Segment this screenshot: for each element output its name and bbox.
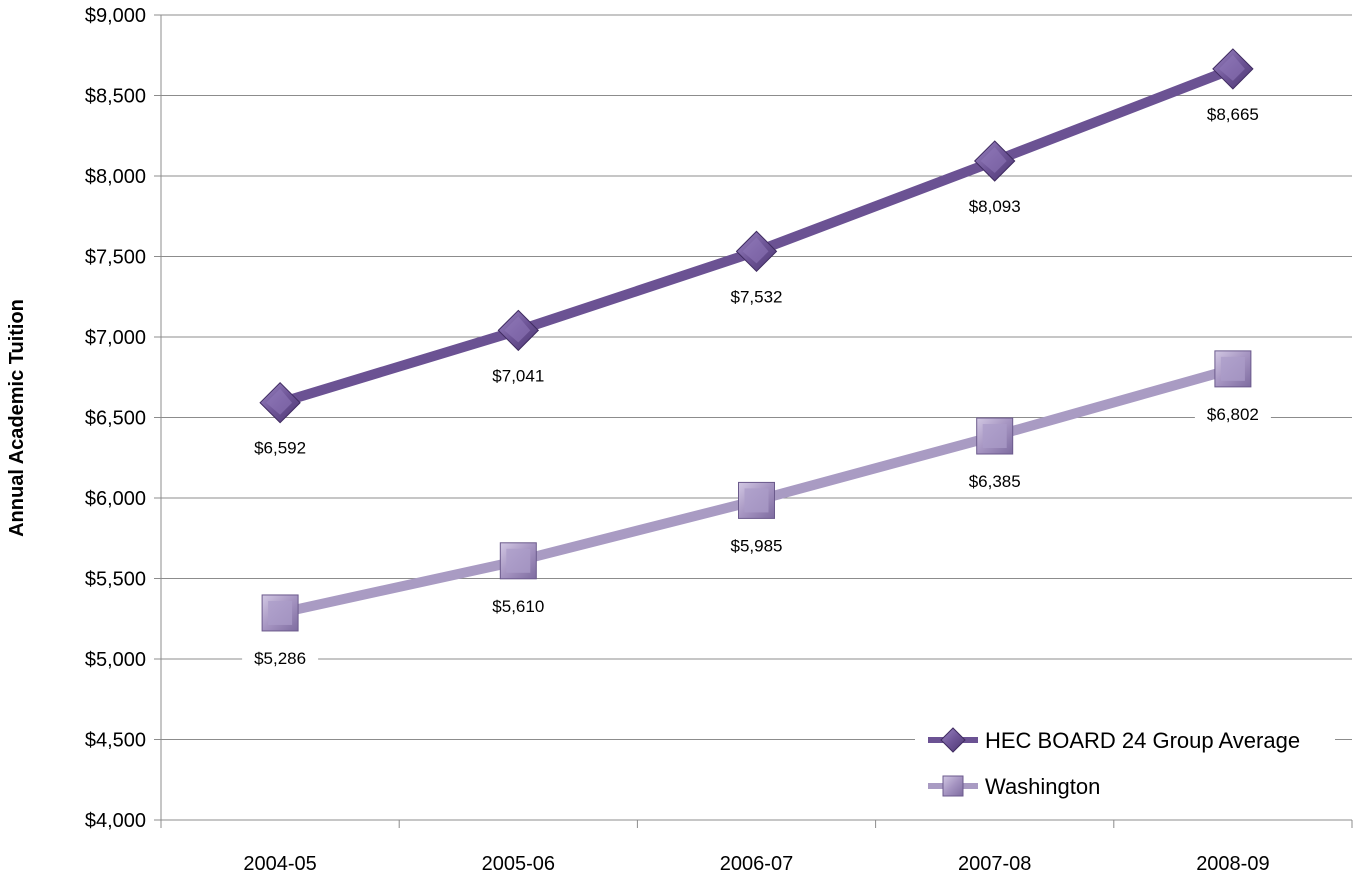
legend-label: Washington — [985, 774, 1100, 799]
y-tick-label: $9,000 — [85, 5, 146, 27]
y-tick-label: $8,000 — [85, 166, 146, 188]
square-marker — [738, 481, 775, 519]
y-axis-tick-labels: $4,000 $4,500 $5,000 $5,500 $6,000 $6,500 $7,0… — [85, 5, 146, 832]
x-tick-label: 2008-09 — [1196, 853, 1269, 875]
y-tick-label: $4,500 — [85, 730, 146, 752]
legend-label: HEC BOARD 24 Group Average — [985, 728, 1300, 753]
x-tick-label: 2005-06 — [482, 853, 555, 875]
data-label: $5,286 — [254, 649, 306, 668]
data-label-bg — [1194, 403, 1271, 426]
data-label-bg — [956, 196, 1033, 219]
y-axis-label: Annual Academic Tuition — [6, 299, 28, 537]
y-tick-label: $7,500 — [85, 247, 146, 269]
data-label: $7,041 — [492, 366, 544, 385]
square-marker — [261, 594, 299, 632]
legend-background — [915, 718, 1335, 806]
square-marker — [1214, 350, 1252, 388]
data-label: $6,802 — [1207, 405, 1259, 424]
y-tick-label: $4,000 — [85, 810, 146, 832]
data-label: $5,610 — [492, 597, 544, 616]
data-label: $5,985 — [731, 536, 783, 555]
gridlines — [154, 14, 1352, 821]
data-label-bg — [242, 647, 319, 670]
data-label: $8,093 — [969, 197, 1021, 216]
data-label: $6,385 — [969, 472, 1021, 491]
data-label-bg — [242, 437, 319, 460]
square-marker — [976, 417, 1014, 455]
data-label: $7,532 — [731, 287, 783, 306]
data-label-bg — [1194, 103, 1271, 126]
legend-diamond-marker — [940, 727, 966, 753]
data-label-bg — [480, 365, 557, 388]
series-lines — [275, 63, 1238, 618]
diamond-marker — [259, 381, 301, 424]
axes — [160, 15, 1353, 828]
diamond-marker — [735, 230, 778, 273]
series-markers — [259, 48, 1254, 632]
legend-square-marker — [942, 775, 964, 797]
x-tick-label: 2004-05 — [243, 853, 316, 875]
y-tick-label: $6,500 — [85, 408, 146, 430]
diamond-marker — [497, 309, 540, 352]
data-label-bg — [718, 535, 795, 558]
y-tick-label: $7,000 — [85, 327, 146, 349]
x-tick-label: 2007-08 — [958, 853, 1031, 875]
legend: HEC BOARD 24 Group Average Washington — [915, 718, 1335, 806]
diamond-marker — [1212, 48, 1254, 90]
data-label: $6,592 — [254, 439, 306, 458]
data-label: $8,665 — [1207, 105, 1259, 124]
data-label-bg — [956, 471, 1033, 494]
y-tick-label: $6,000 — [85, 488, 146, 510]
y-tick-label: $8,500 — [85, 86, 146, 108]
square-marker — [499, 542, 537, 580]
data-label-bg — [718, 286, 795, 309]
x-tick-label: 2006-07 — [720, 853, 793, 875]
y-tick-label: $5,500 — [85, 569, 146, 591]
data-label-bg — [480, 595, 557, 618]
data-labels: $6,592 $7,041 $7,532 $8,093 $8,665 $5,286 $5,6… — [242, 103, 1271, 670]
x-axis-tick-labels: 2004-05 2005-06 2006-07 2007-08 2008-09 — [243, 853, 1269, 875]
y-tick-label: $5,000 — [85, 649, 146, 671]
diamond-marker — [973, 140, 1016, 182]
